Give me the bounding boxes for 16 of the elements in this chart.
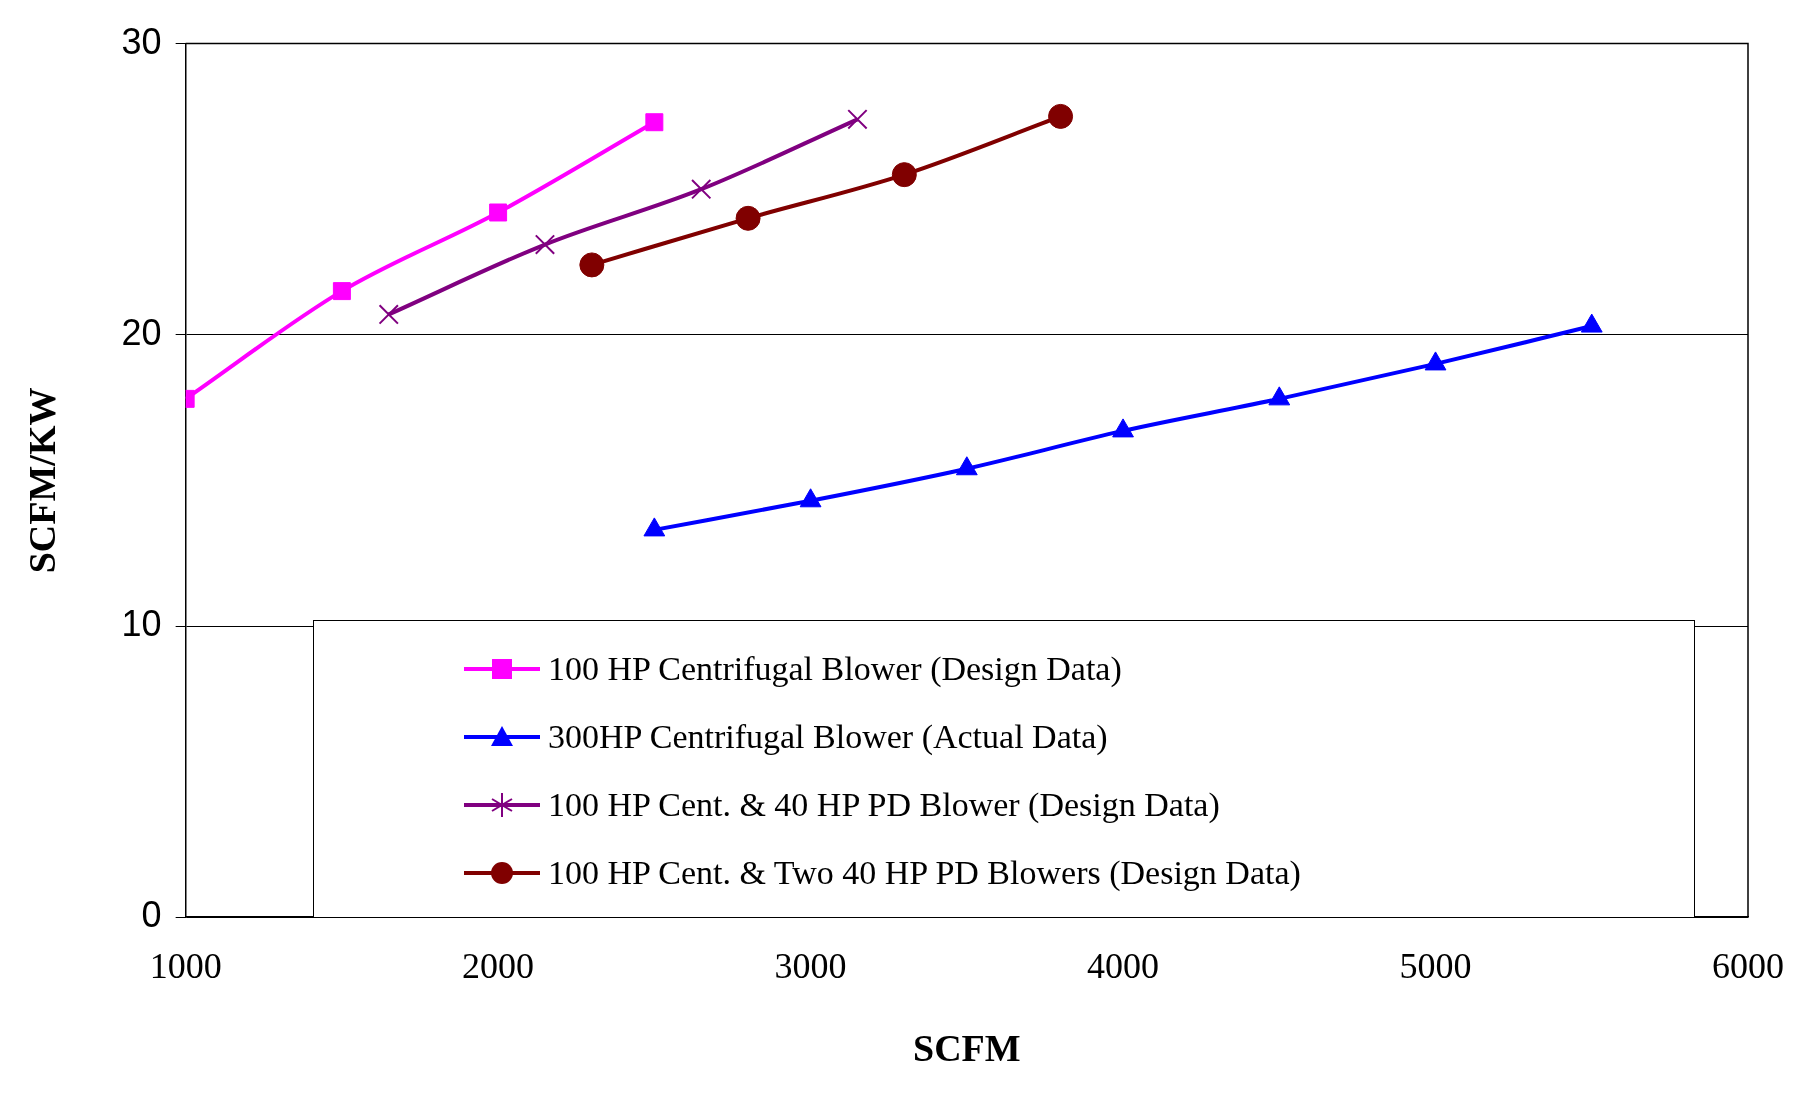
legend-label: 100 HP Cent. & Two 40 HP PD Blowers (Design Data) (548, 854, 1301, 892)
legend-label: 100 HP Centrifugal Blower (Design Data) (548, 650, 1122, 688)
x-axis-title: SCFM (912, 1027, 1021, 1070)
legend-label: 300HP Centrifugal Blower (Actual Data) (548, 718, 1108, 756)
x-tick-label: 4000 (1087, 946, 1160, 987)
y-tick-label: 10 (121, 602, 162, 644)
x-tick-label: 1000 (149, 946, 222, 987)
y-tick-label: 0 (141, 894, 162, 936)
y-tick-label: 30 (121, 20, 162, 62)
y-tick-label: 20 (121, 311, 162, 353)
x-tick-label: 3000 (774, 946, 847, 987)
x-tick-label: 5000 (1399, 946, 1472, 987)
x-tick-label: 6000 (1712, 946, 1784, 987)
y-axis-title: SCFM/KW (20, 387, 63, 574)
legend-label: 100 HP Cent. & 40 HP PD Blower (Design Data) (548, 786, 1220, 824)
x-tick-label: 2000 (462, 946, 535, 987)
